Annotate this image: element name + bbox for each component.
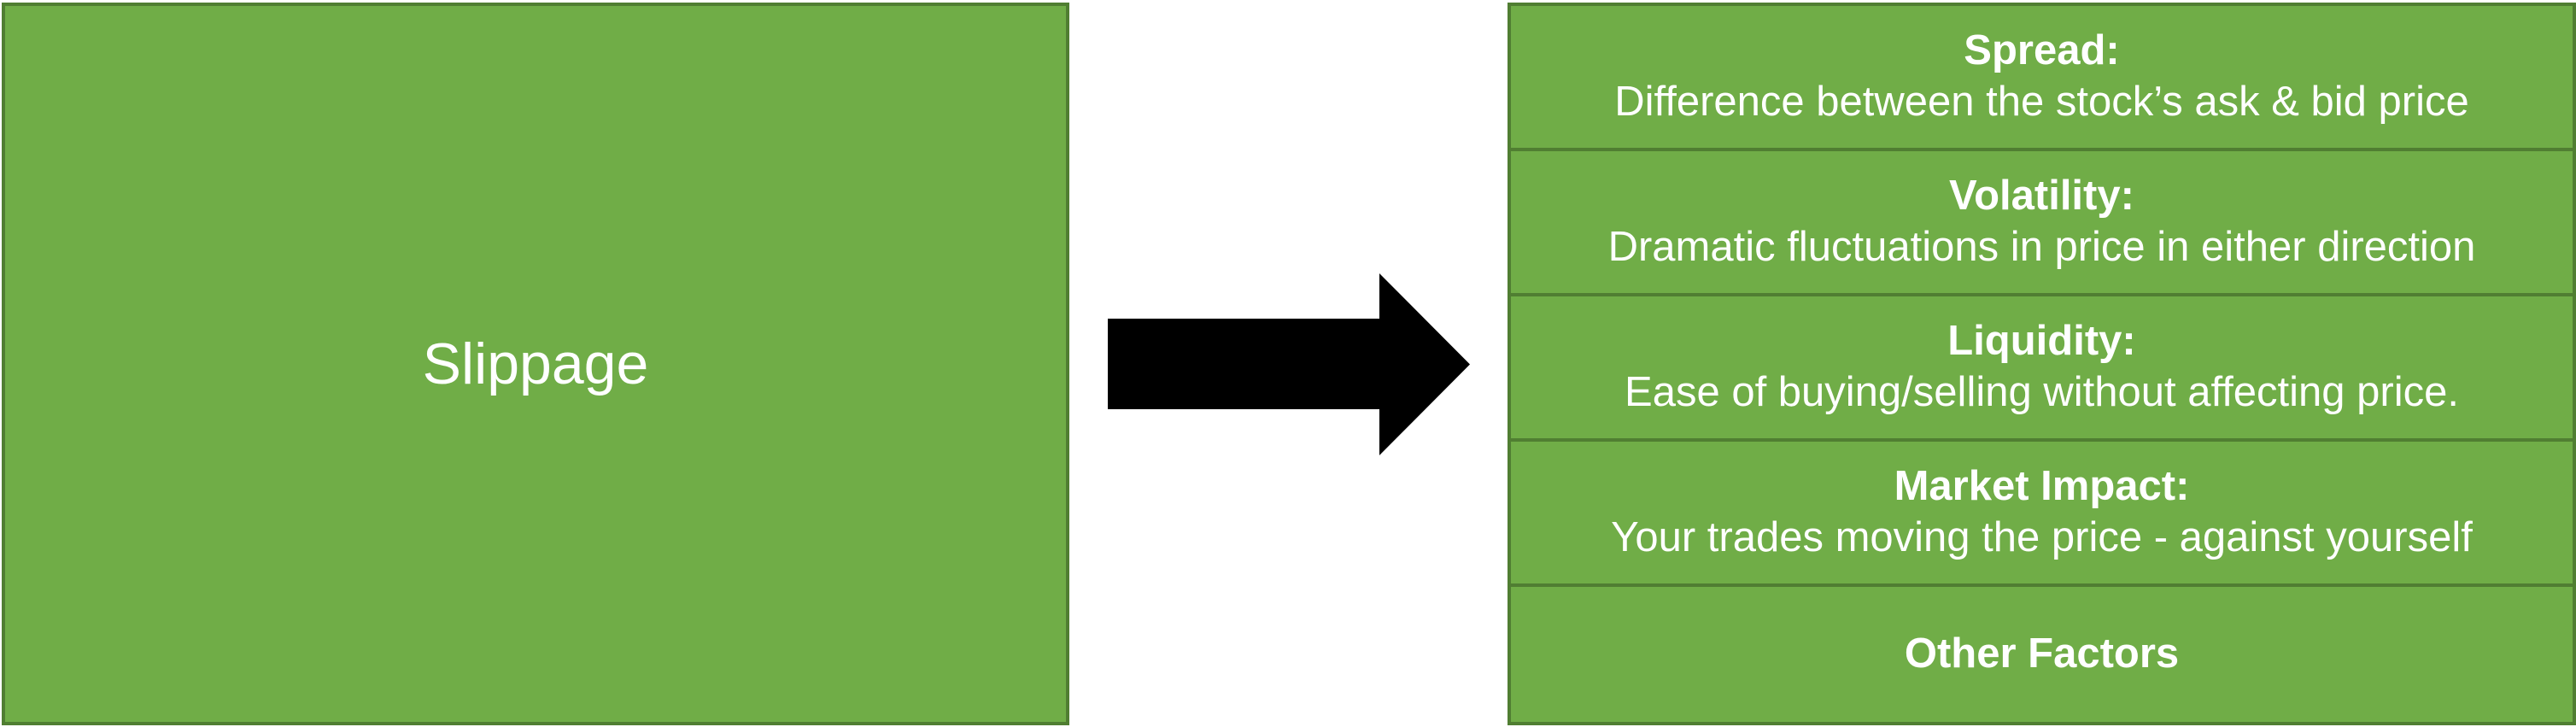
- factor-spread: Spread: Difference between the stock’s a…: [1508, 3, 2576, 151]
- slippage-box: Slippage: [2, 3, 1069, 725]
- factor-liquidity: Liquidity: Ease of buying/selling withou…: [1508, 293, 2576, 442]
- factor-title: Market Impact:: [1894, 463, 2190, 510]
- factor-market-impact: Market Impact: Your trades moving the pr…: [1508, 438, 2576, 587]
- slippage-label: Slippage: [422, 331, 649, 396]
- factor-title: Spread:: [1964, 27, 2120, 74]
- factor-volatility: Volatility: Dramatic fluctuations in pri…: [1508, 148, 2576, 296]
- factor-description: Ease of buying/selling without affecting…: [1625, 369, 2459, 415]
- factor-description: Dramatic fluctuations in price in either…: [1607, 224, 2476, 270]
- factor-title: Liquidity:: [1947, 318, 2136, 365]
- right-arrow-icon: [1108, 273, 1470, 455]
- factor-description: Your trades moving the price - against y…: [1611, 514, 2473, 560]
- factor-other: Other Factors: [1508, 583, 2576, 725]
- factor-title: Other Factors: [1904, 630, 2180, 677]
- factor-description: Difference between the stock’s ask & bid…: [1614, 79, 2469, 125]
- factor-title: Volatility:: [1949, 173, 2134, 220]
